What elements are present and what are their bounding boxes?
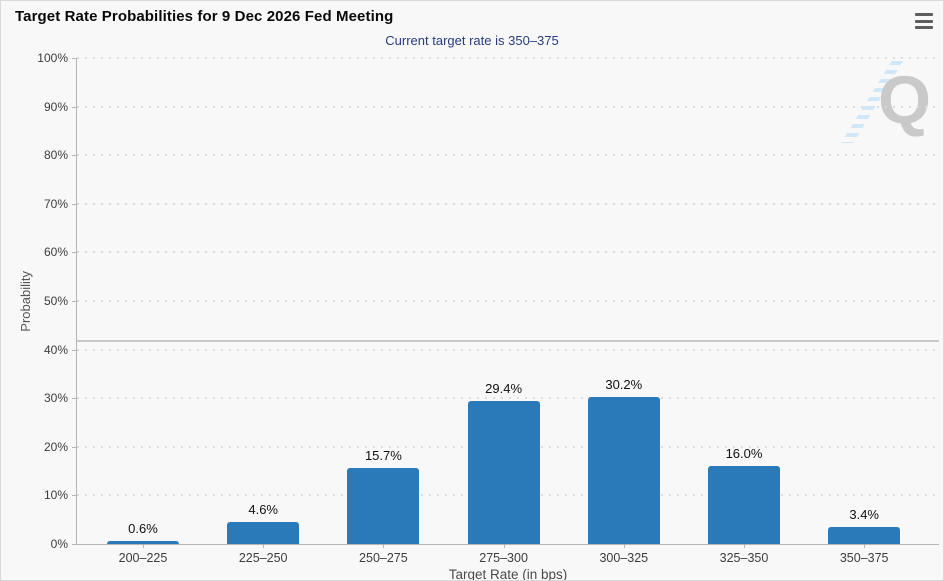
y-tick-label: 50%	[43, 294, 68, 308]
y-axis-title-wrap: Probability	[15, 58, 35, 544]
x-tick-mark	[864, 544, 866, 548]
bar-value-label: 16.0%	[725, 446, 763, 461]
hamburger-icon	[915, 26, 933, 29]
y-axis-title: Probability	[17, 270, 33, 332]
y-tick-mark	[72, 398, 77, 400]
hamburger-icon	[915, 13, 933, 16]
y-tick-mark	[72, 544, 77, 545]
x-tick-label: 200–225	[118, 551, 168, 565]
probability-bar[interactable]	[467, 401, 540, 544]
y-gridline	[77, 300, 939, 302]
y-tick-label: 20%	[43, 439, 68, 454]
x-tick-mark	[623, 544, 625, 548]
y-tick-mark	[72, 495, 77, 497]
y-tick-label: 30%	[43, 391, 68, 406]
probability-bar[interactable]	[587, 397, 660, 544]
y-tick-mark	[72, 301, 77, 302]
y-tick-label: 80%	[43, 148, 68, 163]
x-tick-mark	[744, 544, 745, 548]
bar-value-label: 0.6%	[128, 521, 158, 536]
x-tick-label: 325–350	[719, 551, 769, 565]
probability-bar[interactable]	[828, 527, 901, 544]
y-tick-label: 10%	[43, 488, 68, 503]
probability-bar[interactable]	[107, 541, 179, 544]
y-tick-label: 70%	[43, 196, 68, 211]
bar-value-label: 3.4%	[849, 507, 879, 522]
y-tick-label: 60%	[43, 245, 68, 260]
bar-value-label: 15.7%	[364, 448, 402, 463]
x-tick-label: 350–375	[839, 551, 889, 565]
y-tick-mark	[72, 252, 77, 254]
y-gridline	[77, 348, 939, 351]
x-tick-mark	[503, 544, 505, 548]
y-tick-mark	[72, 203, 77, 205]
y-tick-label: 90%	[43, 99, 68, 114]
y-gridline	[77, 251, 939, 254]
y-tick-mark	[72, 106, 77, 108]
hamburger-icon	[915, 19, 933, 23]
bar-value-label: 30.2%	[605, 377, 643, 392]
x-tick-mark	[383, 544, 385, 548]
x-tick-mark	[263, 544, 265, 548]
probability-bar[interactable]	[227, 522, 300, 544]
y-gridline	[77, 154, 939, 157]
y-tick-mark	[72, 446, 77, 448]
current-target-rate-subtitle: Current target rate is 350–375	[385, 33, 559, 48]
x-tick-label: 275–300	[479, 551, 528, 565]
y-gridline	[77, 105, 939, 108]
y-tick-label: 0%	[50, 537, 68, 551]
x-tick-mark	[143, 544, 144, 548]
y-tick-label: 100%	[37, 51, 68, 65]
menu-button[interactable]	[912, 10, 936, 32]
y-gridline	[77, 397, 939, 400]
y-tick-mark	[72, 349, 77, 351]
probability-bar[interactable]	[347, 468, 420, 544]
y-tick-label: 40%	[43, 342, 68, 357]
reference-line	[77, 339, 939, 342]
y-tick-mark	[72, 155, 77, 157]
x-tick-label: 225–250	[238, 551, 288, 565]
y-gridline	[77, 57, 939, 59]
x-tick-label: 250–275	[359, 551, 408, 565]
quikstrike-watermark: Q	[841, 59, 933, 143]
bar-value-label: 4.6%	[248, 502, 278, 517]
x-tick-label: 300–325	[599, 551, 649, 565]
bar-value-label: 29.4%	[485, 381, 523, 396]
y-gridline	[77, 202, 939, 205]
y-tick-mark	[72, 58, 77, 59]
page-title: Target Rate Probabilities for 9 Dec 2026…	[15, 8, 394, 25]
probability-bar[interactable]	[708, 466, 780, 544]
quikstrike-q-icon: Q	[878, 62, 931, 138]
plot-area: Q Probability Target Rate (in bps) 0% 10%…	[18, 51, 939, 580]
x-axis-title: Target Rate (in bps)	[448, 567, 568, 581]
